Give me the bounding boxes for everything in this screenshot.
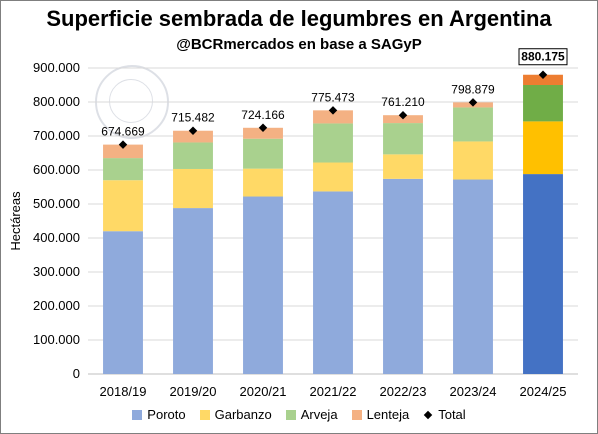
legend-swatch-poroto [132, 409, 143, 420]
legend-item-poroto: Poroto [132, 407, 186, 422]
x-tick-label: 2022/23 [380, 384, 427, 399]
y-tick-label: 200.000 [33, 298, 80, 313]
bar-segment-garbanzo [243, 168, 283, 197]
legend-item-total: Total [423, 407, 466, 422]
legend-label-poroto: Poroto [147, 407, 186, 422]
bar-segment-garbanzo [103, 180, 143, 232]
y-tick-label: 500.000 [33, 196, 80, 211]
y-tick-label: 300.000 [33, 264, 80, 279]
total-label: 674.669 [101, 125, 145, 139]
total-marker [258, 123, 268, 133]
y-tick-label: 800.000 [33, 94, 80, 109]
x-tick-label: 2024/25 [520, 384, 567, 399]
y-tick-label: 100.000 [33, 332, 80, 347]
total-label: 715.482 [171, 111, 215, 125]
y-axis-label: Hectáreas [8, 191, 23, 251]
total-label: 775.473 [311, 90, 355, 104]
y-tick-label: 400.000 [33, 230, 80, 245]
y-tick-label: 900.000 [33, 60, 80, 75]
bar-segment-arveja [523, 85, 563, 122]
bar-segment-poroto [523, 174, 563, 374]
legend-label-arveja: Arveja [300, 407, 338, 422]
legend-marker-total [423, 410, 433, 419]
total-marker [398, 110, 408, 120]
bar-segment-garbanzo [383, 154, 423, 179]
bar-segment-arveja [243, 138, 283, 169]
bar-segment-poroto [313, 191, 353, 374]
bar-segment-lenteja [523, 74, 563, 85]
bar-segment-poroto [173, 208, 213, 374]
legend-swatch-garbanzo [199, 409, 210, 420]
legend-item-garbanzo: Garbanzo [199, 407, 272, 422]
total-marker [328, 106, 338, 115]
y-tick-label: 600.000 [33, 162, 80, 177]
legend-label-total: Total [438, 407, 466, 422]
legend-label-garbanzo: Garbanzo [214, 407, 272, 422]
bar-segment-lenteja [243, 127, 283, 139]
chart-legend: Poroto Garbanzo Arveja Lenteja Total [0, 407, 598, 422]
chart-subtitle: @BCRmercados en base a SAGyP [176, 36, 422, 53]
bar-segment-poroto [103, 231, 143, 374]
legend-item-lenteja: Lenteja [351, 407, 410, 422]
bar-segment-garbanzo [313, 162, 353, 192]
bar-segment-poroto [453, 179, 493, 374]
bar-segment-lenteja [313, 110, 353, 124]
total-marker [118, 140, 128, 149]
total-label: 724.166 [241, 108, 285, 122]
legend-swatch-lenteja [351, 409, 362, 420]
bar-segment-arveja [173, 142, 213, 169]
bar-segment-poroto [243, 196, 283, 374]
bar-segment-arveja [453, 107, 493, 142]
chart-title: Superficie sembrada de legumbres en Arge… [46, 6, 552, 31]
total-label: 880.175 [521, 50, 565, 64]
bar-segment-arveja [313, 123, 353, 163]
legend-label-lenteja: Lenteja [366, 407, 410, 422]
bar-segment-poroto [383, 178, 423, 374]
bar-segment-arveja [103, 158, 143, 181]
total-marker [468, 98, 478, 107]
y-tick-label: 700.000 [33, 128, 80, 143]
total-label: 761.210 [381, 95, 425, 109]
bar-segment-arveja [383, 123, 423, 155]
x-tick-label: 2020/21 [240, 384, 287, 399]
x-tick-label: 2019/20 [170, 384, 217, 399]
legend-swatch-arveja [285, 409, 296, 420]
bar-segment-lenteja [173, 130, 213, 143]
x-tick-label: 2021/22 [310, 384, 357, 399]
total-label: 798.879 [451, 82, 495, 96]
y-tick-label: 0 [73, 366, 80, 381]
x-tick-label: 2018/19 [100, 384, 147, 399]
legend-item-arveja: Arveja [285, 407, 338, 422]
total-marker [188, 126, 198, 135]
bar-segment-garbanzo [173, 168, 213, 209]
total-label-box [518, 48, 568, 66]
bar-segment-garbanzo [453, 141, 493, 180]
x-tick-label: 2023/24 [450, 384, 497, 399]
bar-segment-garbanzo [523, 121, 563, 175]
bar-segment-lenteja [103, 144, 143, 159]
